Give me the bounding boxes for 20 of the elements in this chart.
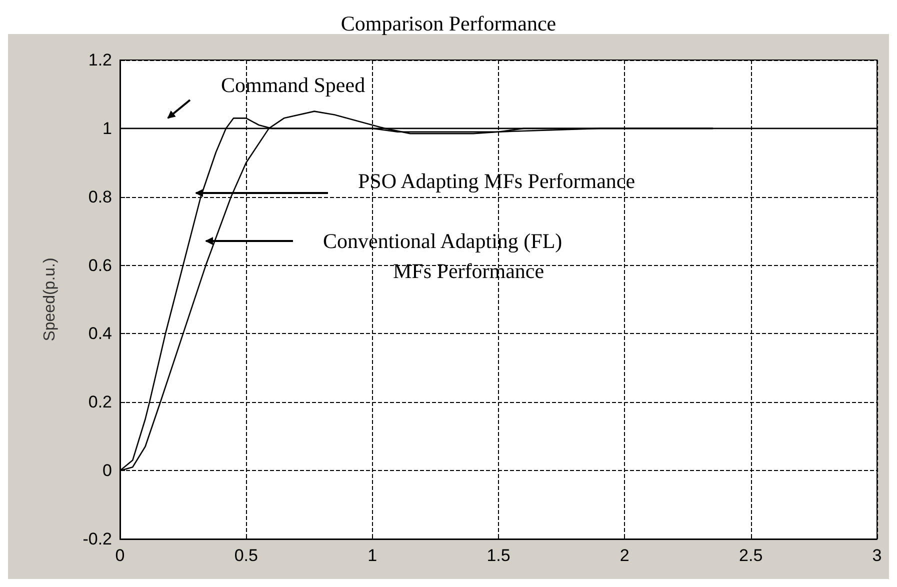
annotation: Command Speed: [221, 73, 366, 97]
y-tick-label: 0.2: [88, 392, 112, 412]
y-tick-label: 0.4: [88, 324, 112, 344]
x-tick-label: 1: [368, 546, 378, 565]
chart-title: Comparison Performance: [340, 12, 556, 36]
x-tick-label: 0: [115, 546, 125, 565]
y-tick-label: 0.6: [88, 256, 112, 275]
x-tick-label: 2.5: [739, 546, 763, 565]
x-tick-label: 1.5: [486, 546, 510, 565]
x-tick-label: 2: [620, 546, 630, 565]
x-tick-label: 0.5: [234, 546, 258, 565]
y-tick-label: 0.8: [88, 187, 112, 206]
x-tick-label: 3: [872, 546, 882, 565]
y-axis-title: Speed(p.u.): [42, 258, 58, 342]
y-tick-label: -0.2: [82, 530, 112, 548]
y-tick-label: 0: [102, 461, 112, 480]
annotation: PSO Adapting MFs Performance: [358, 169, 636, 193]
y-tick-label: 1: [102, 118, 112, 138]
y-tick-label: 1.2: [88, 50, 112, 70]
annotation: Conventional Adapting (FL) MFs Performance: [323, 229, 562, 283]
